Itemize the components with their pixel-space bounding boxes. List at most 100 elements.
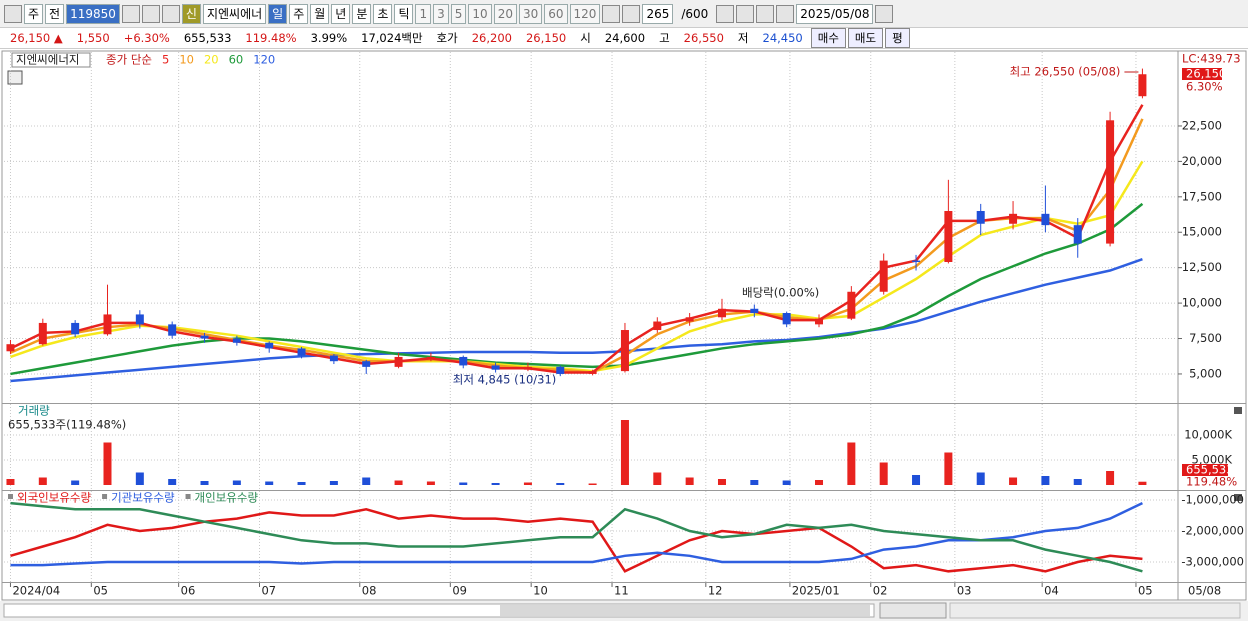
info-item: 17,024백만 [361,31,423,45]
scroll-thumb[interactable] [500,605,870,616]
volume-ratio: 119.48% [1186,475,1237,489]
lc-label: LC:439.73 [1182,52,1241,66]
toolbar-item[interactable]: 3 [433,3,449,24]
info-item: 24,600 [604,31,646,45]
ma-label: 종가 단순 [106,53,152,67]
volume-bar [329,481,338,485]
toolbar-item[interactable]: 주 [24,3,44,24]
tool-icon[interactable] [121,4,140,23]
toolbar-item[interactable]: 년 [331,3,351,24]
toolbar-item[interactable]: 119850 [66,3,120,24]
volume-bar [362,477,371,485]
y-tick-label: -2,000,000 [1181,524,1244,538]
toolbar-item[interactable]: 5 [450,3,467,24]
ma-line [9,118,1144,374]
candle-body [717,308,726,318]
tool-icon[interactable] [875,4,894,23]
x-tick-label: 05 [1138,584,1153,598]
tool-icon[interactable] [602,4,621,23]
info-item[interactable]: 평 [885,28,910,48]
toolbar-item[interactable]: 지엔씨에너 [202,3,267,24]
calendar-icon[interactable] [7,70,23,85]
toolbar-item[interactable]: 전 [45,3,65,24]
y-tick-label: 17,500 [1182,189,1222,203]
info-item: 26,150 ▲ [10,31,63,45]
nav-buttons[interactable] [879,602,947,619]
info-item: 1,550 [76,31,110,45]
candle-body [653,321,662,331]
tool-icon[interactable] [736,4,755,23]
legend-swatch [185,494,191,499]
tool-icon[interactable] [4,4,22,23]
toolbar-item[interactable]: 초 [373,3,393,24]
candle-body [1106,120,1115,244]
volume-bar [1041,476,1050,485]
x-tick-label: 08 [362,584,377,598]
candle-body [556,366,565,374]
tool-icon[interactable] [716,4,735,23]
toolbar-item[interactable]: 120 [569,3,601,24]
x-tick-label: 04 [1044,584,1059,598]
y-tick-label: -3,000,000 [1181,555,1244,569]
toolbar-item[interactable]: 월 [310,3,330,24]
info-item: 119.48% [245,31,297,45]
candle-body [200,335,209,339]
x-tick-label: 2025/01 [792,584,840,598]
toolbar-item[interactable]: 265 [642,3,674,24]
y-tick-label: 7,500 [1189,331,1222,345]
candle-body [6,344,15,352]
toolbar-item[interactable]: 10 [468,3,492,24]
holding-line [10,508,1143,573]
x-tick-label: 12 [708,584,723,598]
toolbar-item[interactable]: 20 [493,3,517,24]
candle-body [847,291,856,319]
info-item: 655,533 [183,31,232,45]
toolbar-item[interactable]: 분 [352,3,372,24]
info-item[interactable]: 매수 [810,28,846,48]
toolbar-item[interactable]: 30 [518,3,543,24]
toolbar-item[interactable]: 1 [415,3,432,24]
x-tick-label: 03 [957,584,972,598]
tool-icon[interactable] [161,4,180,23]
candle-body [168,324,177,336]
tool-icon[interactable] [141,4,160,23]
y-tick-label: 15,000 [1182,225,1222,239]
candle-body [588,371,597,374]
volume-bar [944,452,953,485]
candle-body [1009,213,1018,224]
volume-bar [38,477,47,485]
volume-bar [912,475,921,485]
panel-close[interactable] [1234,407,1242,414]
tool-icon[interactable] [622,4,641,23]
ma-line [10,160,1144,373]
toolbar-item[interactable]: 60 [544,3,568,24]
low-annotation: 최저 4,845 (10/31) [453,373,557,387]
candle-body [103,314,112,335]
toolbar-item[interactable]: /600 [681,6,709,21]
toolbar-item[interactable]: 일 [268,3,288,24]
legend-entry: 개인보유수량 [195,491,259,505]
tool-icon[interactable] [756,4,775,23]
info-item[interactable]: 매도 [847,28,884,48]
y-tick-label: 22,500 [1182,118,1222,132]
candle-body [782,313,791,325]
legend-entry: 외국인보유수량 [17,491,91,505]
info-item: 시 [580,31,591,45]
candle-body [426,356,435,358]
volume-bar [168,479,177,485]
volume-bar [1009,477,1018,485]
zoom-tools[interactable] [949,602,1241,619]
volume-bar [232,480,241,485]
toolbar-item[interactable]: 주 [289,3,309,24]
x-tick-label: 06 [181,584,196,598]
toolbar-item[interactable]: 신 [181,3,201,24]
high-annotation: 최고 26,550 (05/08) [1010,65,1121,79]
toolbar-item[interactable]: 틱 [394,3,414,24]
tool-icon[interactable] [776,4,795,23]
panel-close[interactable] [1234,494,1242,501]
toolbar-item[interactable]: 2025/05/08 [796,3,874,24]
volume-bar [879,462,888,485]
volume-last: 655,533 [1186,463,1234,477]
